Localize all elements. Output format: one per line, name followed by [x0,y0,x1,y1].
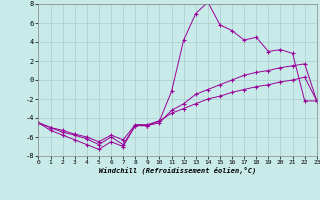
X-axis label: Windchill (Refroidissement éolien,°C): Windchill (Refroidissement éolien,°C) [99,167,256,174]
